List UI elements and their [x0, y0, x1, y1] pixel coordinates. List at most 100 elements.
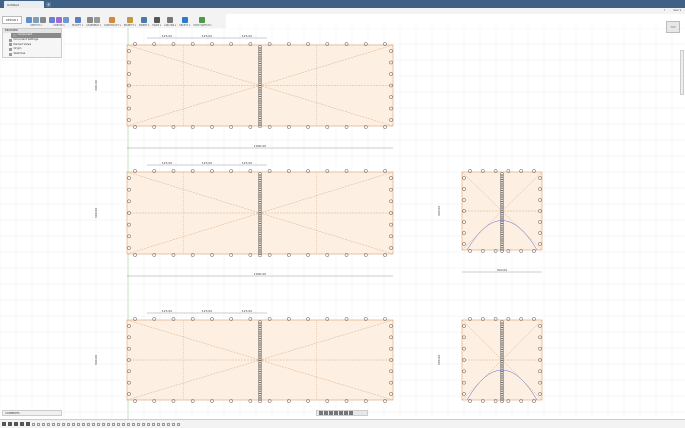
timeline-feature[interactable]	[127, 422, 130, 426]
hole-icon	[344, 317, 349, 321]
browser-item[interactable]: Document Settings	[3, 38, 61, 43]
timeline-feature[interactable]	[177, 422, 180, 426]
timeline-feature[interactable]	[52, 422, 55, 426]
tool-icon[interactable]	[199, 17, 206, 23]
tool-icon[interactable]	[63, 17, 69, 23]
toolbar-group[interactable]: CONSTRUCT ▾	[104, 16, 121, 28]
timeline-feature[interactable]	[92, 422, 95, 426]
tool-icon[interactable]	[126, 17, 133, 23]
timeline-feature[interactable]	[37, 422, 40, 426]
browser-item-label: Named Views	[13, 42, 32, 46]
timeline-feature[interactable]	[102, 422, 105, 426]
timeline-feature[interactable]	[67, 422, 70, 426]
timeline-feature[interactable]	[42, 422, 45, 426]
timeline-feature[interactable]	[162, 422, 165, 426]
timeline-feature[interactable]	[117, 422, 120, 426]
tool-icon[interactable]	[26, 17, 32, 23]
orbit-icon[interactable]	[319, 411, 323, 415]
tool-icon[interactable]	[87, 17, 94, 23]
toolbar-group[interactable]: ASSEMBLE ▾	[86, 16, 101, 28]
tool-icon[interactable]	[94, 17, 101, 23]
play-icon[interactable]	[14, 422, 18, 426]
browser-item[interactable]: Origin	[3, 47, 61, 52]
zoom-slider[interactable]	[680, 50, 684, 95]
hole-icon	[325, 169, 330, 173]
browser-item[interactable]: component	[11, 33, 61, 38]
grid-icon[interactable]	[344, 411, 348, 415]
next-icon[interactable]	[20, 422, 24, 426]
tool-icon[interactable]	[74, 17, 81, 23]
new-tab-button[interactable]: +	[46, 2, 51, 7]
browser-item[interactable]: Named Views	[3, 43, 61, 48]
design-canvas[interactable]: 125.00 125.00 125.00 300.00 1000.00 125.00 125…	[0, 28, 685, 419]
tool-icon[interactable]	[141, 17, 148, 23]
tool-icon[interactable]	[56, 17, 62, 23]
timeline-feature[interactable]	[72, 422, 75, 426]
hole-icon	[127, 211, 131, 215]
timeline-feature[interactable]	[77, 422, 80, 426]
browser-item[interactable]: Sketches	[3, 52, 61, 57]
tool-icon[interactable]	[167, 17, 174, 23]
toolbar-group[interactable]: INSERT ▾	[139, 16, 149, 28]
hole-icon	[344, 125, 349, 129]
toolbar-group[interactable]: STOP SKETCH ▾	[193, 16, 212, 28]
toolbar-group-label: SKETCH ▾	[30, 24, 42, 27]
tool-icon[interactable]	[109, 17, 116, 23]
hole-icon	[344, 169, 349, 173]
timeline-feature[interactable]	[137, 422, 140, 426]
hole-icon	[500, 238, 504, 242]
hole-icon	[258, 355, 262, 360]
timeline-feature[interactable]	[112, 422, 115, 426]
timeline-feature[interactable]	[157, 422, 160, 426]
viewports-icon[interactable]	[349, 411, 353, 415]
last-icon[interactable]	[26, 422, 30, 426]
toolbar-group-label: CREATE ▾	[53, 24, 65, 27]
hole-icon	[258, 386, 262, 390]
pan-icon[interactable]	[324, 411, 328, 415]
timeline-feature[interactable]	[122, 422, 125, 426]
toolbar-group[interactable]: SKETCH ▾	[26, 16, 46, 28]
toolbar-group[interactable]: MODIFY ▾	[72, 16, 83, 28]
timeline-feature[interactable]	[47, 422, 50, 426]
timeline-feature[interactable]	[147, 422, 150, 426]
hole-icon	[171, 169, 176, 173]
timeline-feature[interactable]	[107, 422, 110, 426]
help-icon[interactable]: ?	[663, 9, 665, 12]
timeline-feature[interactable]	[152, 422, 155, 426]
toolbar-group-label: INSPECT ▾	[123, 24, 136, 27]
timeline-feature[interactable]	[97, 422, 100, 426]
hole-icon	[258, 89, 262, 93]
tool-icon[interactable]	[33, 17, 39, 23]
timeline-feature[interactable]	[167, 422, 170, 426]
tool-icon[interactable]	[49, 17, 55, 23]
fit-icon[interactable]	[334, 411, 338, 415]
toolbar-group[interactable]: MAKE ▾	[152, 16, 161, 28]
zoom-icon[interactable]	[329, 411, 333, 415]
first-icon[interactable]	[2, 422, 6, 426]
tool-icon[interactable]	[153, 17, 160, 23]
hole-icon	[258, 220, 262, 225]
hole-icon	[500, 342, 504, 346]
timeline-feature[interactable]	[87, 422, 90, 426]
construction-line	[461, 319, 543, 401]
workspace-switcher[interactable]: DESIGN ▾	[2, 16, 22, 24]
comments-panel[interactable]: COMMENTS	[2, 410, 62, 416]
tool-icon[interactable]	[40, 17, 46, 23]
prev-icon[interactable]	[8, 422, 12, 426]
timeline-feature[interactable]	[132, 422, 135, 426]
timeline-feature[interactable]	[57, 422, 60, 426]
toolbar-group[interactable]: INSPECT ▾	[124, 16, 136, 28]
timeline-feature[interactable]	[142, 422, 145, 426]
display-settings-icon[interactable]	[339, 411, 343, 415]
toolbar-group[interactable]: SELECT ▾	[179, 16, 190, 28]
timeline-feature[interactable]	[62, 422, 65, 426]
user-menu[interactable]: User ▾	[672, 9, 681, 12]
view-cube[interactable]: TOP	[666, 21, 680, 33]
timeline-feature[interactable]	[172, 422, 175, 426]
toolbar-group[interactable]: ADD-INS ▾	[164, 16, 176, 28]
toolbar-group[interactable]: CREATE ▾	[49, 16, 69, 28]
tool-icon[interactable]	[181, 17, 188, 23]
timeline-feature[interactable]	[32, 422, 35, 426]
document-tab[interactable]: Untitled	[4, 1, 44, 8]
timeline-feature[interactable]	[82, 422, 85, 426]
